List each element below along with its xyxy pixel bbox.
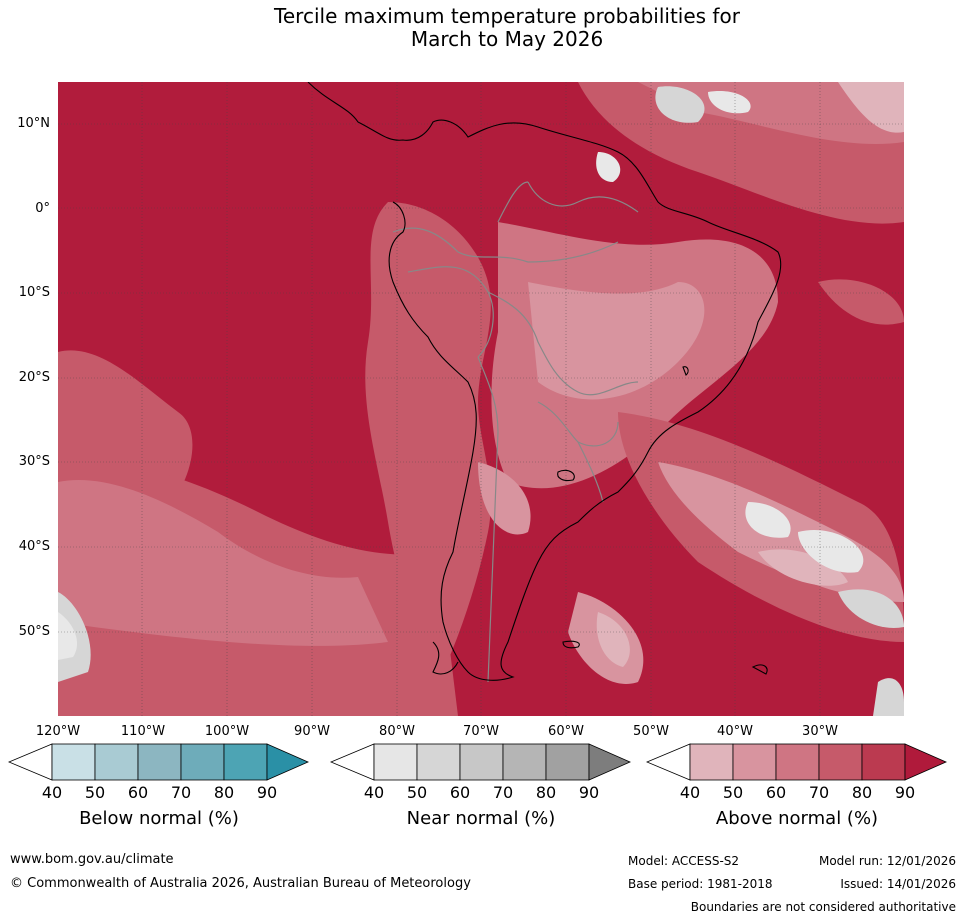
cb-seg bbox=[180, 743, 225, 781]
cb-seg bbox=[689, 743, 734, 781]
cb-seg bbox=[373, 743, 418, 781]
lon-label: 80°W bbox=[379, 724, 415, 739]
lat-label: 0° bbox=[35, 201, 50, 216]
lon-label: 60°W bbox=[548, 724, 584, 739]
title-line-2: March to May 2026 bbox=[410, 27, 604, 51]
model-label: Model: ACCESS-S2 bbox=[628, 854, 740, 868]
cb-seg bbox=[861, 743, 906, 781]
cb-seg bbox=[775, 743, 820, 781]
probability-map bbox=[58, 82, 904, 716]
cb-tick: 70 bbox=[170, 783, 192, 802]
cb-seg bbox=[94, 743, 139, 781]
lat-label: 10°N bbox=[17, 116, 50, 131]
cb-seg bbox=[51, 743, 96, 781]
cb-seg bbox=[416, 743, 461, 781]
cb-seg bbox=[330, 743, 375, 781]
cb-tick: 90 bbox=[578, 783, 600, 802]
above-normal-colorbar bbox=[646, 743, 947, 781]
cb-tick: 90 bbox=[256, 783, 278, 802]
cb-tick: 60 bbox=[127, 783, 149, 802]
website-link[interactable]: www.bom.gov.au/climate bbox=[10, 852, 174, 867]
cb-tick: 60 bbox=[449, 783, 471, 802]
cb-seg bbox=[732, 743, 777, 781]
cb-seg bbox=[545, 743, 590, 781]
cb-tick: 80 bbox=[213, 783, 235, 802]
lat-label: 50°S bbox=[18, 624, 50, 639]
cb-seg bbox=[137, 743, 182, 781]
lon-label: 100°W bbox=[204, 724, 250, 739]
probability-contours bbox=[58, 82, 904, 716]
copyright: © Commonwealth of Australia 2026, Austra… bbox=[10, 876, 471, 891]
model-run: Model run: 12/01/2026 bbox=[818, 854, 956, 868]
cb-tick: 40 bbox=[363, 783, 385, 802]
coastlines bbox=[307, 82, 782, 681]
lon-label: 40°W bbox=[717, 724, 753, 739]
cb-seg bbox=[904, 743, 947, 781]
cb-seg bbox=[266, 743, 309, 781]
cb-tick: 40 bbox=[41, 783, 63, 802]
map-title: Tercile maximum temperature probabilitie… bbox=[0, 5, 965, 51]
disclaimer: Boundaries are not considered authoritat… bbox=[690, 900, 956, 914]
cb-tick: 70 bbox=[808, 783, 830, 802]
cb-seg bbox=[818, 743, 863, 781]
lon-label: 120°W bbox=[35, 724, 81, 739]
lat-label: 20°S bbox=[18, 370, 50, 385]
lon-label: 70°W bbox=[463, 724, 499, 739]
cb-tick: 50 bbox=[722, 783, 744, 802]
below-normal-title: Below normal (%) bbox=[79, 808, 239, 829]
cb-tick: 60 bbox=[765, 783, 787, 802]
cb-seg bbox=[223, 743, 268, 781]
country-borders bbox=[392, 181, 639, 683]
graticule bbox=[58, 82, 904, 716]
cb-tick: 50 bbox=[406, 783, 428, 802]
cb-tick: 50 bbox=[84, 783, 106, 802]
cb-seg bbox=[646, 743, 691, 781]
lon-label: 110°W bbox=[120, 724, 166, 739]
cb-tick: 80 bbox=[535, 783, 557, 802]
cb-seg bbox=[588, 743, 631, 781]
cb-tick: 70 bbox=[492, 783, 514, 802]
near-normal-title: Near normal (%) bbox=[406, 808, 556, 829]
above-normal-title: Above normal (%) bbox=[715, 808, 879, 829]
title-line-1: Tercile maximum temperature probabilitie… bbox=[274, 4, 740, 28]
cb-tick: 90 bbox=[894, 783, 916, 802]
lon-label: 30°W bbox=[802, 724, 838, 739]
cb-tick: 80 bbox=[851, 783, 873, 802]
lon-label: 90°W bbox=[294, 724, 330, 739]
issued-date: Issued: 14/01/2026 bbox=[840, 877, 956, 891]
lat-label: 10°S bbox=[18, 285, 50, 300]
below-normal-colorbar bbox=[8, 743, 309, 781]
lat-label: 30°S bbox=[18, 454, 50, 469]
cb-seg bbox=[459, 743, 504, 781]
cb-tick: 40 bbox=[679, 783, 701, 802]
cb-seg bbox=[8, 743, 53, 781]
lon-label: 50°W bbox=[633, 724, 669, 739]
cb-seg bbox=[502, 743, 547, 781]
near-normal-colorbar bbox=[330, 743, 631, 781]
base-period: Base period: 1981-2018 bbox=[628, 877, 773, 891]
lat-label: 40°S bbox=[18, 539, 50, 554]
